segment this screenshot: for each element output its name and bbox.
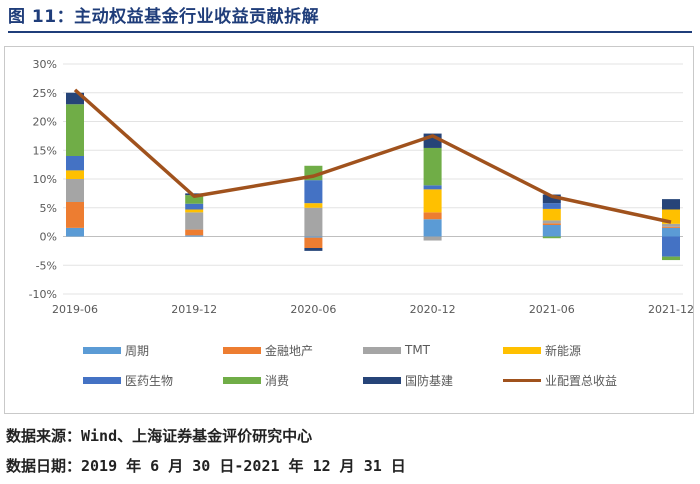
bar-segment — [185, 229, 204, 236]
legend-item: 新能源 — [503, 339, 581, 361]
bar-segment — [542, 223, 561, 225]
y-tick-label: 15% — [33, 144, 57, 157]
bar-segment — [662, 199, 680, 210]
legend-item: 业配置总收益 — [503, 369, 617, 391]
y-tick-label: 25% — [33, 87, 57, 100]
bar-segment — [423, 212, 442, 220]
legend-swatch — [363, 346, 401, 354]
x-tick-label: 2020-06 — [290, 303, 336, 316]
bar-segment — [304, 203, 323, 208]
bar-segment — [66, 202, 84, 228]
bar-segment — [66, 170, 84, 179]
bar-segment — [542, 220, 561, 224]
figure-title: 图 11：主动权益基金行业收益贡献拆解 — [8, 7, 320, 27]
legend-swatch — [223, 346, 261, 354]
legend-item: 消费 — [223, 369, 289, 391]
bar-segment — [304, 248, 323, 251]
x-tick-label: 2019-12 — [171, 303, 217, 316]
title-divider — [8, 31, 692, 33]
bar-segment — [304, 237, 323, 248]
bar-segment — [662, 223, 680, 227]
bar-segment — [542, 194, 561, 204]
total-return-line — [73, 88, 672, 224]
legend-label: 医药生物 — [125, 373, 174, 388]
bar-segment — [423, 185, 442, 190]
bar-segment — [66, 156, 84, 171]
bar-segment — [662, 236, 680, 257]
y-tick-label: 20% — [33, 116, 57, 129]
bar-segment — [66, 227, 84, 237]
y-tick-label: -10% — [29, 288, 57, 301]
source-note: 数据来源：Wind、上海证券基金评价研究中心 — [6, 427, 313, 445]
bar-segment — [423, 236, 442, 241]
bar-segment — [662, 227, 680, 237]
stacked-bar-line-chart: 30% 25% 20% 15% 10% 5% 0% -5% -10% 2019-06 2019-12… — [29, 58, 694, 316]
legend-item: 国防基建 — [363, 369, 453, 391]
legend-swatch — [503, 378, 541, 382]
bar-segment — [185, 235, 204, 237]
bar-segment — [304, 236, 323, 238]
date-note: 数据日期：2019 年 6 月 30 日-2021 年 12 月 31 日 — [6, 457, 406, 475]
chart-container: 30% 25% 20% 15% 10% 5% 0% -5% -10% 2019-06 2019-12… — [4, 46, 694, 414]
legend-label: 业配置总收益 — [545, 373, 618, 388]
bar-segment — [185, 203, 204, 210]
legend-item: 周期 — [83, 339, 149, 361]
legend-label: 国防基建 — [405, 373, 454, 388]
legend-swatch — [363, 376, 401, 384]
bar-segment — [185, 209, 204, 213]
bar-segment — [662, 226, 680, 228]
y-tick-label: 0% — [40, 231, 57, 244]
bar-segment — [542, 236, 561, 239]
bar-segment — [542, 225, 561, 237]
bar-segment — [542, 208, 561, 221]
bar-segment — [423, 189, 442, 213]
x-tick-label: 2021-12 — [648, 303, 694, 316]
chart-legend: 周期 金融地产 TMT 新能源医药生物 消费 国防基建 业配置总收益 — [83, 339, 683, 403]
bar-segment — [662, 256, 680, 261]
x-tick-label: 2021-06 — [529, 303, 575, 316]
legend-item: 医药生物 — [83, 369, 173, 391]
y-tick-label: 5% — [40, 202, 57, 215]
legend-swatch — [503, 346, 541, 354]
legend-label: 新能源 — [545, 343, 582, 358]
legend-swatch — [223, 376, 261, 384]
legend-item: 金融地产 — [223, 339, 313, 361]
bar-segment — [304, 207, 323, 237]
y-tick-label: 30% — [33, 58, 57, 71]
y-tick-label: -5% — [36, 259, 57, 272]
y-tick-label: 10% — [33, 173, 57, 186]
legend-label: 周期 — [125, 343, 150, 358]
bar-segment — [304, 180, 323, 204]
legend-label: TMT — [405, 343, 431, 357]
x-tick-label: 2020-12 — [410, 303, 456, 316]
bar-segment — [66, 179, 84, 202]
bar-segment — [185, 195, 204, 204]
legend-item: TMT — [363, 339, 430, 361]
legend-label: 金融地产 — [265, 343, 314, 358]
bar-segment — [185, 212, 204, 230]
bar-segment — [542, 203, 561, 209]
bar-segment — [423, 219, 442, 237]
legend-label: 消费 — [265, 373, 290, 388]
legend-swatch — [83, 346, 121, 354]
bar-segment — [66, 104, 84, 156]
legend-swatch — [83, 376, 121, 384]
bar-segment — [423, 147, 442, 186]
x-tick-label: 2019-06 — [52, 303, 98, 316]
bar-segment — [66, 92, 84, 105]
